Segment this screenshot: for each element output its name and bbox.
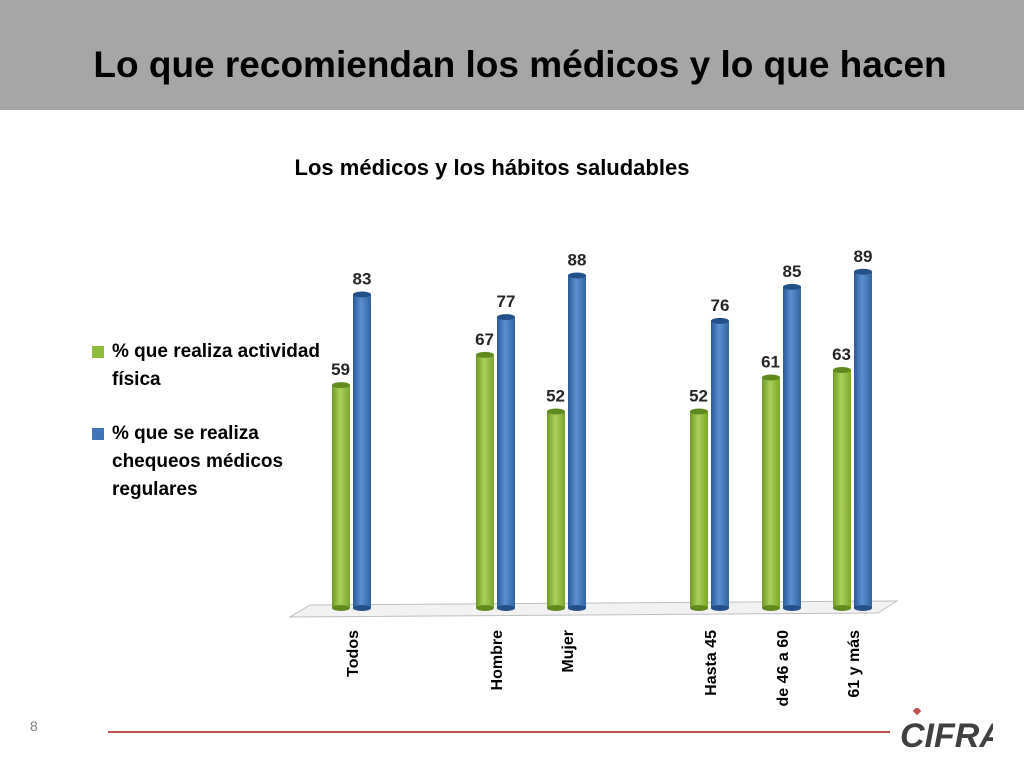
data-label: 59 xyxy=(331,360,350,379)
category-label: Todos xyxy=(345,630,362,677)
legend-swatch-blue xyxy=(92,428,104,440)
data-label: 77 xyxy=(497,292,516,311)
legend-label-activity: % que realiza actividad física xyxy=(112,341,321,390)
category-label: Mujer xyxy=(560,630,577,673)
cifra-logo: CIFRA xyxy=(898,706,1004,757)
bar-checkups-0 xyxy=(353,291,371,611)
svg-text:CIFRA: CIFRA xyxy=(900,717,993,752)
chart-floor xyxy=(288,600,899,618)
bar-checkups-2 xyxy=(568,272,586,611)
bar-checkups-5 xyxy=(854,268,872,611)
bar-activity-2 xyxy=(547,408,565,611)
slide-header: Lo que recomiendan los médicos y lo que … xyxy=(0,0,1024,110)
data-label: 63 xyxy=(832,345,851,364)
bar-checkups-4 xyxy=(783,283,801,611)
chart-legend: % que realiza actividad física % que se … xyxy=(92,338,322,530)
bar-activity-4 xyxy=(762,374,780,611)
legend-label-checkups: % que se realiza chequeos médicos regula… xyxy=(112,423,284,500)
data-label: 89 xyxy=(854,247,873,266)
data-label: 85 xyxy=(783,262,802,281)
chart-floor-plane xyxy=(288,600,899,618)
bar-activity-0 xyxy=(332,382,350,611)
data-label: 52 xyxy=(689,387,708,406)
chart-title: Los médicos y los hábitos saludables xyxy=(294,155,690,180)
legend-item-checkups: % que se realiza chequeos médicos regula… xyxy=(92,420,322,504)
category-label: Hasta 45 xyxy=(703,630,720,696)
data-label: 67 xyxy=(475,330,494,349)
data-label: 61 xyxy=(761,353,780,372)
bar-checkups-1 xyxy=(497,314,515,611)
legend-swatch-green xyxy=(92,346,104,358)
category-label: Hombre xyxy=(489,630,506,691)
bar-activity-3 xyxy=(690,408,708,611)
slide-title: Lo que recomiendan los médicos y lo que … xyxy=(93,44,947,85)
category-label: de 46 a 60 xyxy=(775,630,792,707)
chart-bars xyxy=(332,268,872,611)
page-number: 8 xyxy=(30,718,38,734)
data-label: 52 xyxy=(546,387,565,406)
category-label: 61 y más xyxy=(846,630,863,698)
bar-activity-5 xyxy=(833,367,851,611)
bar-activity-1 xyxy=(476,351,494,611)
data-label: 76 xyxy=(711,296,730,315)
bar-checkups-3 xyxy=(711,317,729,611)
footer-divider xyxy=(108,731,890,733)
data-label: 88 xyxy=(568,251,587,270)
legend-item-activity: % que realiza actividad física xyxy=(92,338,322,394)
data-label: 83 xyxy=(353,269,372,288)
